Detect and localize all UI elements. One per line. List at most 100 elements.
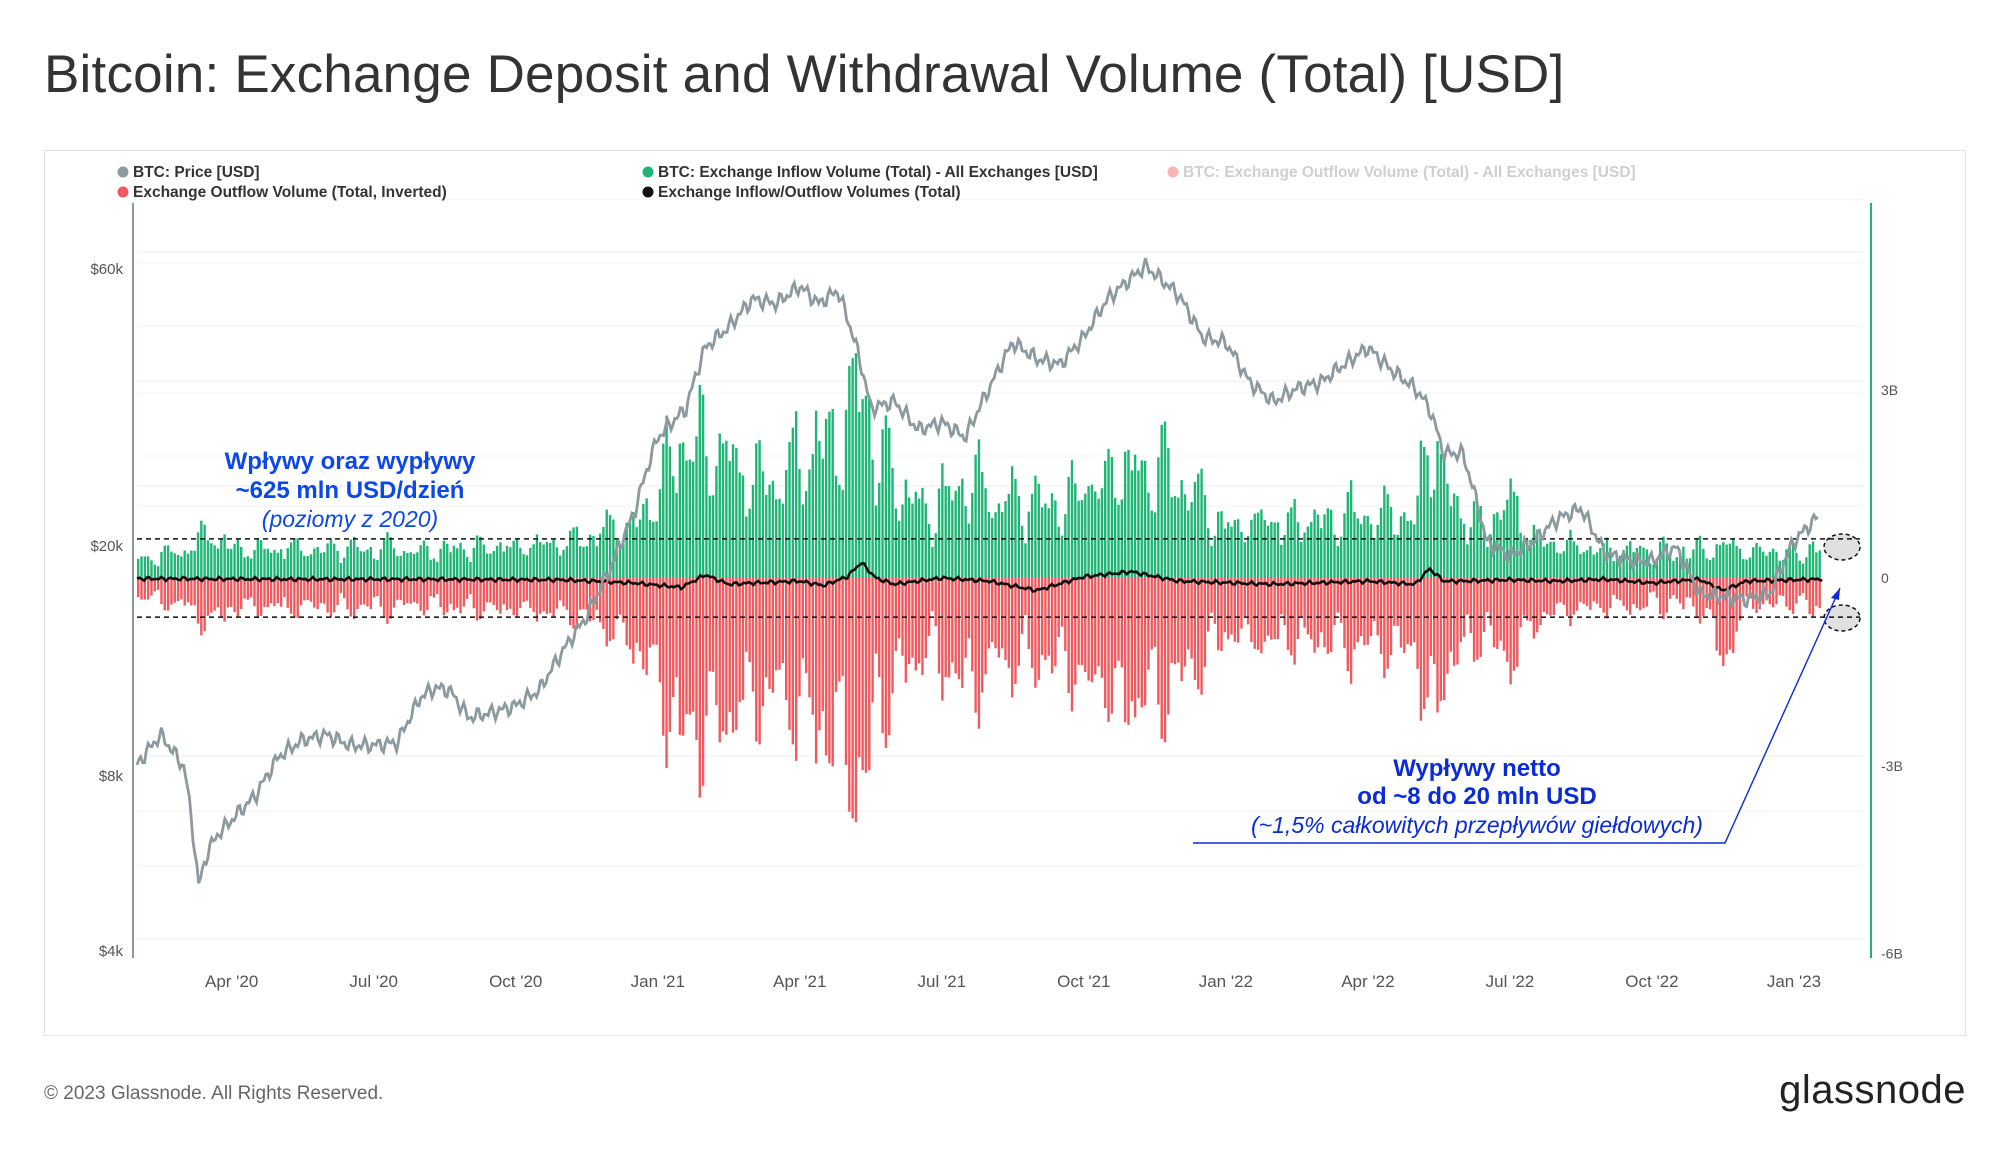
inflow-bar — [409, 552, 412, 578]
outflow-bar — [1113, 578, 1117, 669]
outflow-bar — [1197, 578, 1200, 690]
inflow-bar — [888, 427, 891, 578]
inflow-bar — [655, 521, 658, 578]
outflow-bar — [781, 578, 785, 664]
legend-label: BTC: Exchange Inflow Volume (Total) - Al… — [658, 164, 1098, 181]
outflow-bar — [672, 578, 675, 698]
inflow-bar — [1545, 543, 1549, 578]
inflow-bar — [186, 553, 190, 578]
outflow-bar — [891, 578, 894, 694]
outflow-bar — [871, 578, 874, 703]
outflow-bar — [1602, 578, 1605, 613]
outflow-bar — [1137, 578, 1140, 698]
outflow-bar — [1592, 578, 1595, 602]
outflow-bar — [240, 578, 243, 610]
outflow-bar — [439, 578, 442, 608]
outflow-bar — [1157, 578, 1160, 705]
inflow-bar — [346, 546, 349, 578]
outflow-bar — [1077, 578, 1080, 665]
outflow-bar — [864, 578, 868, 773]
outflow-bar — [1283, 578, 1286, 626]
outflow-bar — [263, 578, 266, 608]
outflow-bar — [1104, 578, 1107, 709]
outflow-bar — [1536, 578, 1539, 633]
outflow-bar — [1010, 578, 1014, 698]
x-axis-tick: Jul '22 — [1486, 972, 1535, 991]
outflow-bar — [153, 578, 157, 592]
outflow-bar — [1658, 578, 1662, 615]
outflow-bar — [1492, 578, 1496, 648]
inflow-bar — [997, 503, 1001, 578]
inflow-bar — [1698, 535, 1702, 578]
outflow-bar — [1057, 578, 1060, 637]
outflow-bar — [691, 578, 695, 712]
outflow-bar — [572, 578, 575, 629]
outflow-bar — [1296, 578, 1300, 640]
inflow-bar — [878, 482, 881, 578]
outflow-bar — [206, 578, 210, 616]
annotation-left-line3: (poziomy z 2020) — [262, 506, 438, 532]
outflow-bar — [1672, 578, 1675, 596]
inflow-bar — [1775, 551, 1778, 578]
inflow-bar — [874, 505, 878, 578]
inflow-bar — [1260, 509, 1263, 578]
outflow-bar — [1798, 578, 1801, 596]
legend-item[interactable]: BTC: Exchange Outflow Volume (Total) - A… — [1167, 164, 1636, 181]
annotation-right-line3: (~1,5% całkowitych przepływów giełdowych… — [1251, 812, 1703, 838]
inflow-bar — [1442, 456, 1446, 578]
legend-label: Exchange Outflow Volume (Total, Inverted… — [133, 184, 447, 201]
outflow-bar — [1246, 578, 1250, 625]
inflow-bar — [1027, 511, 1030, 578]
outflow-bar — [1044, 578, 1047, 661]
inflow-bar — [652, 522, 655, 578]
x-axis-tick: Jul '20 — [349, 972, 398, 991]
legend-item[interactable]: Exchange Outflow Volume (Total, Inverted… — [117, 184, 447, 201]
inflow-bar — [190, 550, 193, 578]
inflow-bar — [216, 548, 220, 578]
outflow-bar — [1050, 578, 1054, 674]
outflow-bar — [1416, 578, 1419, 669]
inflow-bar — [1745, 559, 1748, 578]
inflow-bar — [838, 484, 841, 578]
inflow-bar — [688, 459, 692, 578]
outflow-bar — [1662, 578, 1665, 620]
outflow-bar — [226, 578, 230, 608]
outflow-bar — [1791, 578, 1795, 614]
inflow-bar — [987, 511, 991, 578]
outflow-bar — [808, 578, 811, 698]
inflow-bar — [276, 552, 279, 578]
legend-item[interactable]: BTC: Exchange Inflow Volume (Total) - Al… — [642, 164, 1098, 181]
legend-item[interactable]: BTC: Price [USD] — [117, 164, 260, 181]
outflow-bar — [183, 578, 186, 606]
inflow-bar — [402, 551, 406, 578]
inflow-bar — [632, 511, 635, 578]
inflow-bar — [419, 545, 422, 578]
inflow-bar — [565, 546, 569, 578]
outflow-bar — [230, 578, 233, 607]
legend-item[interactable]: Exchange Inflow/Outflow Volumes (Total) — [642, 184, 961, 201]
outflow-bar — [1529, 578, 1532, 622]
inflow-bar — [143, 556, 147, 578]
annotation-right-line1: Wypływy netto — [1393, 755, 1561, 782]
inflow-bar — [662, 443, 665, 578]
outflow-bar — [652, 578, 655, 645]
inflow-bar — [642, 503, 645, 578]
inflow-bar — [286, 548, 289, 578]
outflow-bar — [741, 578, 745, 700]
inflow-bar — [176, 554, 180, 578]
outflow-bar — [489, 578, 492, 603]
outflow-bar — [1678, 578, 1682, 604]
inflow-bar — [758, 440, 761, 578]
inflow-bar — [1333, 534, 1336, 578]
inflow-bar — [220, 538, 223, 578]
outflow-bar — [575, 578, 579, 630]
inflow-bar — [951, 500, 954, 578]
inflow-bar — [1562, 551, 1565, 578]
outflow-bar — [1512, 578, 1516, 671]
inflow-bar — [1167, 448, 1170, 578]
outflow-bar — [758, 578, 761, 745]
inflow-bar — [160, 551, 163, 578]
outflow-bar — [1572, 578, 1575, 615]
outflow-bar — [1456, 578, 1459, 665]
outflow-bar — [1645, 578, 1649, 607]
